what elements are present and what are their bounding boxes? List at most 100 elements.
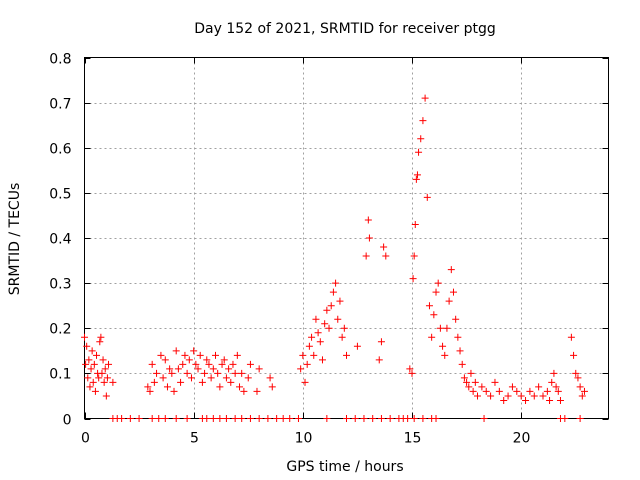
data-point — [172, 415, 180, 422]
data-point — [91, 387, 99, 395]
data-point — [161, 415, 169, 422]
data-point — [447, 266, 455, 274]
data-point — [88, 347, 96, 355]
data-point — [314, 329, 322, 337]
data-point — [225, 365, 233, 373]
y-tick-label: 0.3 — [49, 277, 71, 293]
data-point — [487, 392, 495, 400]
data-point — [81, 333, 88, 341]
data-point — [163, 383, 171, 391]
data-point — [90, 360, 98, 368]
data-point — [214, 369, 222, 377]
data-point — [96, 338, 104, 346]
data-point — [238, 369, 246, 377]
data-point — [192, 360, 200, 368]
data-point — [187, 374, 195, 382]
data-point — [212, 351, 219, 359]
y-tick-label: 0.7 — [49, 97, 71, 113]
data-point — [463, 378, 471, 386]
data-point — [471, 378, 479, 386]
data-point — [456, 347, 464, 355]
y-tick-label: 0.5 — [49, 187, 71, 203]
x-tick-label: 5 — [190, 431, 199, 447]
data-point — [85, 356, 93, 364]
data-point — [343, 351, 350, 359]
data-point — [539, 392, 547, 400]
data-point — [556, 396, 564, 404]
data-point — [449, 288, 457, 296]
data-point — [83, 342, 91, 350]
data-point — [504, 392, 512, 400]
data-point — [218, 360, 226, 368]
axis-ticks: 0 0.1 0.2 0.3 0.4 0.5 0.6 0.7 0.8 0 5 10 15 20 — [49, 52, 609, 447]
data-point — [236, 383, 244, 391]
data-point — [522, 396, 530, 404]
data-point — [336, 297, 344, 305]
data-point — [286, 415, 294, 422]
data-point — [299, 351, 307, 359]
data-point — [353, 342, 361, 350]
data-point — [308, 333, 316, 341]
data-point — [98, 369, 106, 377]
data-point — [109, 378, 117, 386]
data-point — [255, 415, 263, 422]
data-point — [179, 360, 187, 368]
data-point — [177, 378, 185, 386]
data-point — [495, 387, 503, 395]
data-point — [576, 415, 584, 422]
data-point — [159, 374, 167, 382]
data-point — [229, 360, 237, 368]
data-point — [567, 333, 575, 341]
data-point — [404, 415, 412, 422]
data-point — [205, 360, 213, 368]
data-point — [513, 387, 521, 395]
data-point — [386, 415, 394, 422]
data-point — [279, 415, 287, 422]
data-point — [409, 275, 417, 283]
y-axis-label: SRMTID / TECUs — [7, 183, 23, 296]
data-point — [183, 415, 191, 422]
data-point — [543, 387, 551, 395]
data-point — [465, 383, 473, 391]
data-point — [198, 378, 206, 386]
data-point — [318, 356, 326, 364]
data-point — [161, 356, 169, 364]
data-point — [408, 369, 416, 377]
data-point — [216, 415, 224, 422]
data-point — [181, 351, 189, 359]
data-point — [297, 365, 305, 373]
data-point — [578, 392, 586, 400]
data-point — [264, 415, 272, 422]
data-point — [196, 351, 204, 359]
data-point — [412, 175, 420, 183]
data-point — [246, 360, 254, 368]
data-point — [415, 148, 423, 156]
data-point — [87, 365, 95, 373]
data-point — [432, 288, 440, 296]
data-point — [554, 387, 562, 395]
data-point — [227, 378, 235, 386]
x-tick-label: 0 — [81, 431, 90, 447]
data-point — [467, 369, 475, 377]
data-point — [231, 415, 239, 422]
data-point — [303, 360, 311, 368]
data-point — [375, 356, 383, 364]
x-tick-label: 15 — [404, 431, 422, 447]
data-point — [146, 387, 154, 395]
data-point — [413, 171, 421, 179]
x-tick-label: 20 — [513, 431, 531, 447]
data-point — [255, 365, 263, 373]
data-point — [552, 383, 560, 391]
data-point — [369, 415, 377, 422]
data-point — [430, 311, 438, 319]
data-point — [101, 365, 109, 373]
data-point — [118, 415, 126, 422]
data-point — [517, 392, 525, 400]
data-point — [325, 324, 333, 332]
data-point — [362, 252, 370, 260]
grid-lines — [84, 57, 609, 419]
data-point — [185, 356, 193, 364]
data-point — [332, 279, 340, 287]
y-tick-label: 0.8 — [49, 52, 71, 68]
